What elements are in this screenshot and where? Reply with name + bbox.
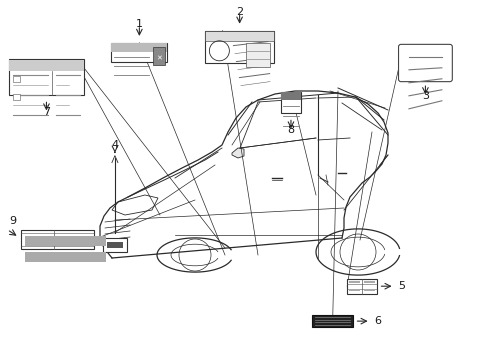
Text: 9: 9 [9, 216, 16, 226]
FancyBboxPatch shape [8, 60, 84, 71]
FancyBboxPatch shape [205, 31, 273, 41]
FancyBboxPatch shape [363, 282, 374, 283]
Text: 1: 1 [136, 19, 142, 29]
FancyBboxPatch shape [61, 236, 105, 246]
FancyBboxPatch shape [8, 59, 84, 95]
Text: 7: 7 [43, 107, 50, 117]
FancyBboxPatch shape [153, 47, 165, 65]
FancyBboxPatch shape [346, 279, 376, 294]
FancyBboxPatch shape [25, 236, 69, 246]
FancyBboxPatch shape [245, 43, 269, 67]
Text: 5: 5 [398, 281, 405, 291]
FancyBboxPatch shape [363, 289, 374, 291]
Polygon shape [231, 148, 244, 158]
Text: 8: 8 [287, 125, 294, 135]
FancyBboxPatch shape [111, 43, 167, 62]
Text: 3: 3 [421, 91, 428, 101]
Text: 2: 2 [236, 6, 243, 17]
FancyBboxPatch shape [103, 238, 126, 252]
Text: 6: 6 [374, 316, 381, 326]
FancyBboxPatch shape [21, 230, 94, 249]
FancyBboxPatch shape [280, 92, 301, 113]
FancyBboxPatch shape [280, 92, 301, 100]
FancyBboxPatch shape [13, 76, 20, 82]
FancyBboxPatch shape [312, 315, 352, 327]
FancyBboxPatch shape [348, 282, 359, 283]
FancyBboxPatch shape [398, 44, 451, 82]
Text: 4: 4 [111, 140, 118, 150]
Text: ✕: ✕ [156, 55, 162, 61]
FancyBboxPatch shape [107, 242, 122, 248]
FancyBboxPatch shape [205, 31, 273, 63]
FancyBboxPatch shape [13, 94, 20, 100]
FancyBboxPatch shape [25, 252, 69, 262]
FancyBboxPatch shape [111, 43, 167, 52]
FancyBboxPatch shape [61, 252, 105, 262]
FancyBboxPatch shape [348, 289, 359, 291]
